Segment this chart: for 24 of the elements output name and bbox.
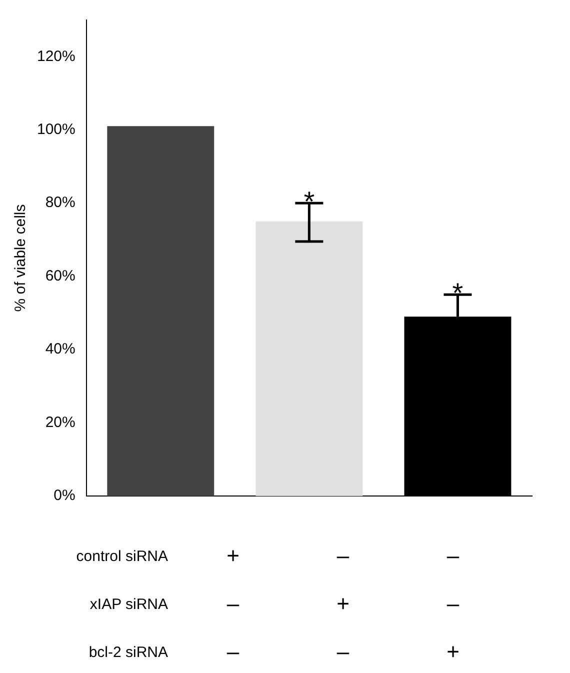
text: – — [226, 591, 240, 617]
y-tick-label: 80% — [45, 194, 76, 212]
text: – — [446, 543, 460, 569]
y-axis-title: % of viable cells — [12, 204, 30, 312]
y-tick-label: 100% — [36, 120, 76, 138]
bar — [107, 126, 214, 496]
text: + — [226, 543, 240, 569]
text: – — [336, 543, 350, 569]
text: bcl-2 siRNA — [88, 644, 169, 660]
y-tick-label: 40% — [45, 340, 76, 358]
y-tick-label: 0% — [54, 487, 76, 504]
data-label: * — [304, 186, 315, 217]
data-label: * — [452, 277, 464, 308]
text: – — [336, 639, 350, 665]
text: control siRNA — [75, 548, 169, 564]
text: xIAP siRNA — [88, 596, 169, 612]
text: + — [446, 639, 460, 665]
y-tick-label: 20% — [45, 414, 76, 431]
text: + — [336, 591, 350, 617]
bar — [256, 221, 363, 496]
y-tick-label: 60% — [45, 267, 76, 284]
text: – — [446, 591, 460, 617]
y-tick-label: 120% — [36, 48, 76, 65]
text: – — [226, 639, 240, 665]
